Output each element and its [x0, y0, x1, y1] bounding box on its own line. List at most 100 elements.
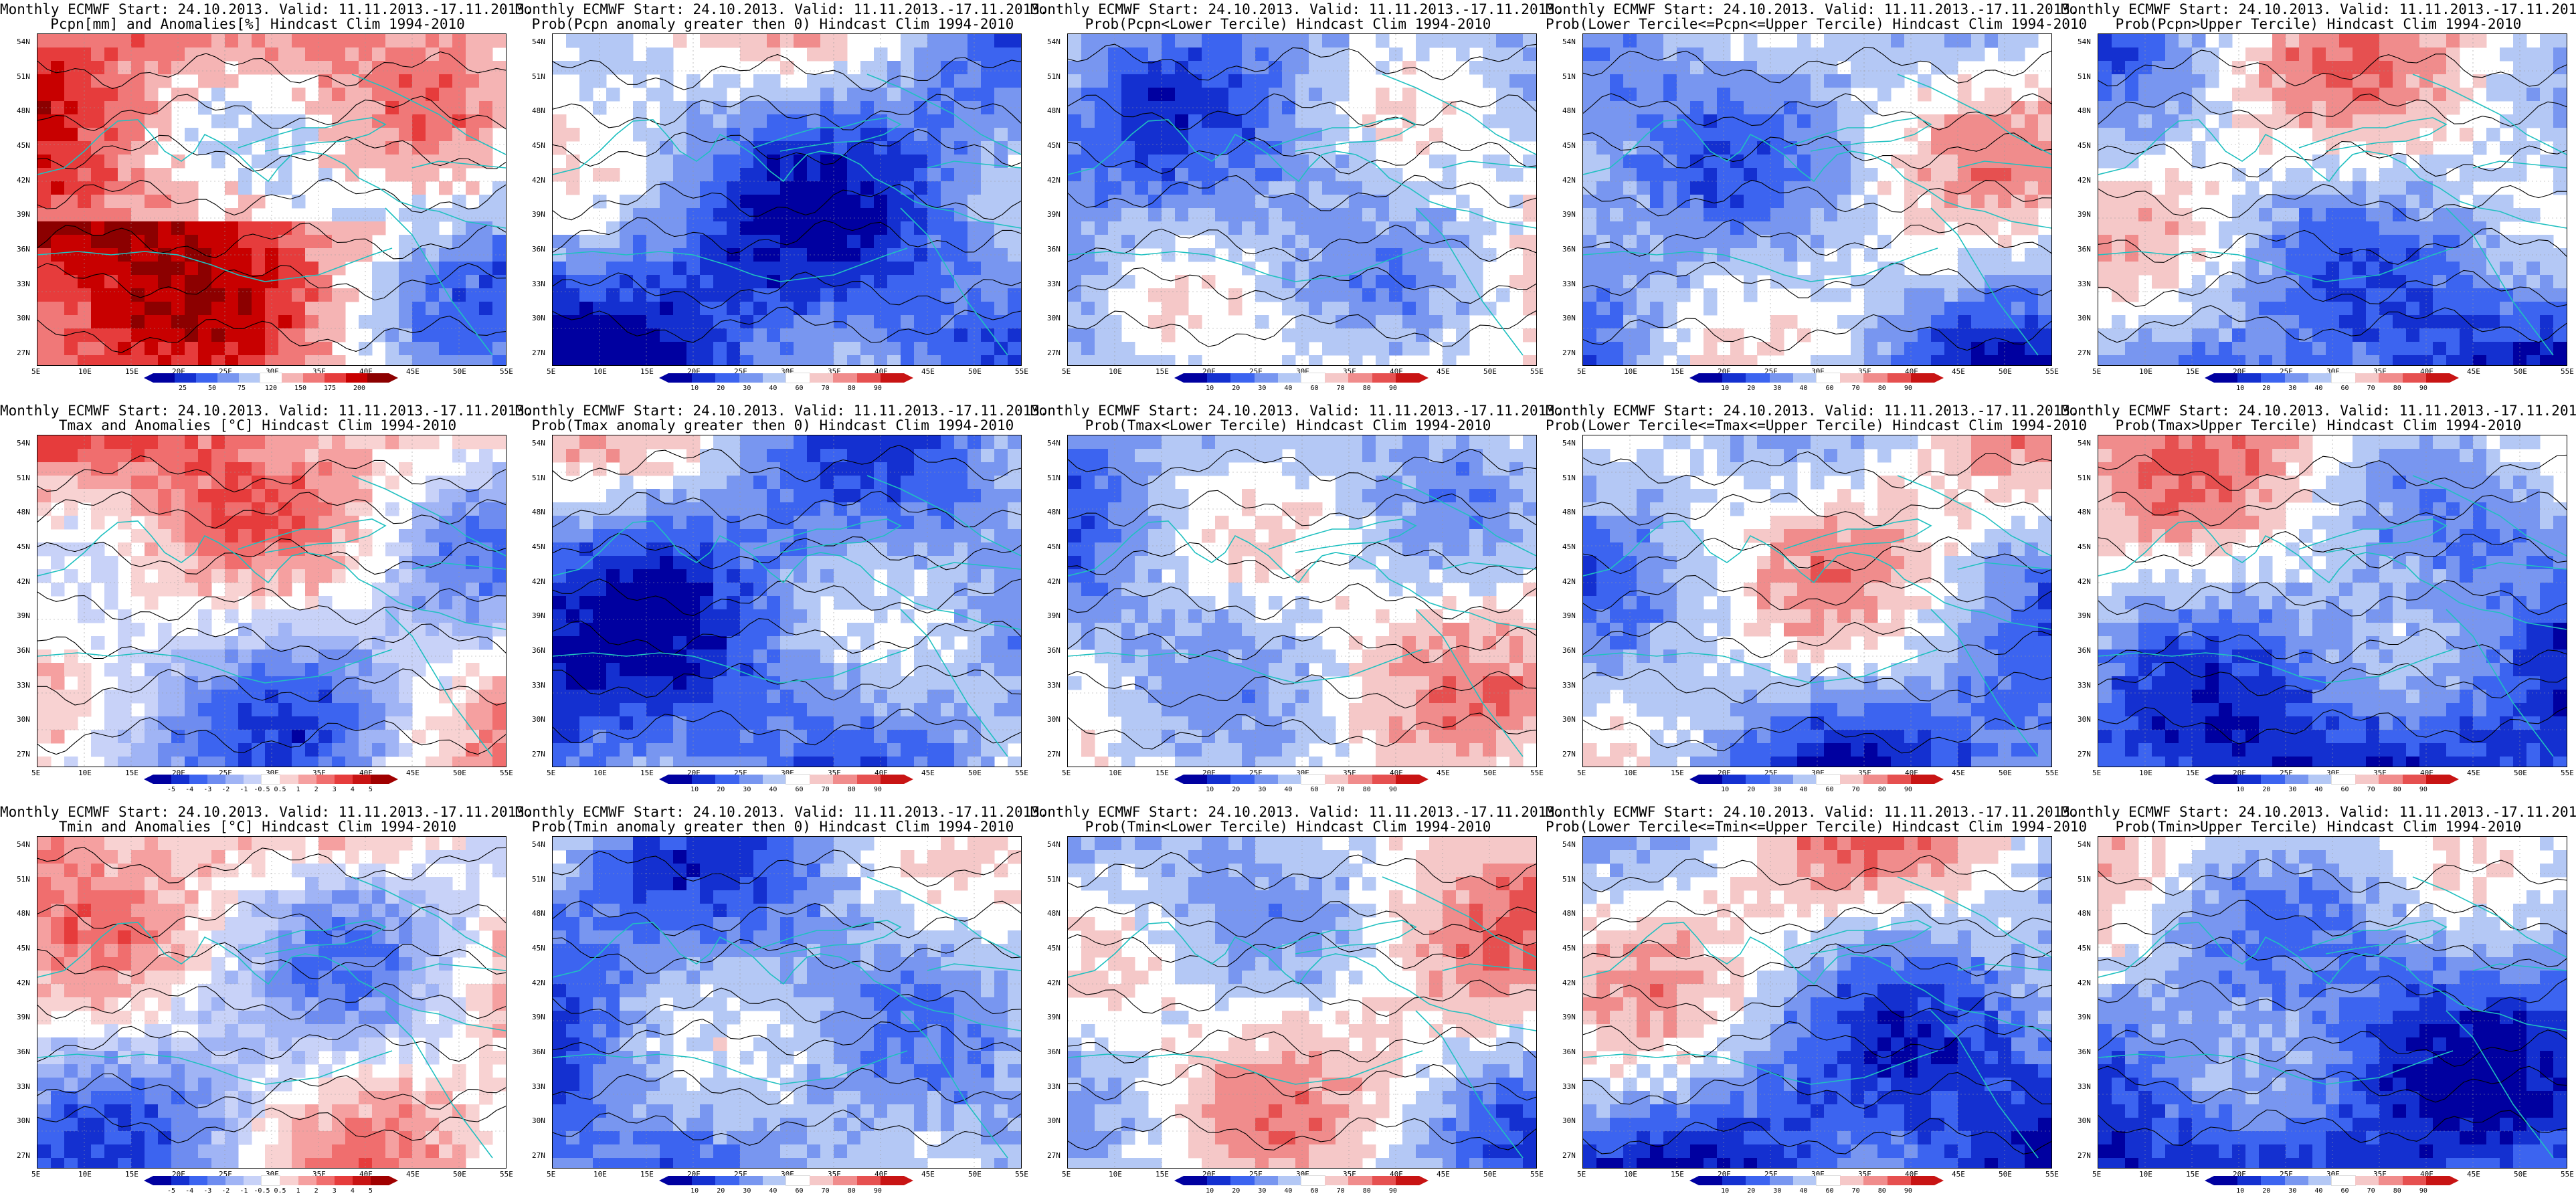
lon-label: 10E — [593, 367, 607, 376]
field-cell — [2379, 74, 2393, 88]
lat-label: 42N — [2078, 175, 2091, 185]
field-cell — [2219, 101, 2233, 115]
field-cell — [2393, 114, 2407, 128]
field-cell — [305, 609, 319, 623]
field-cell — [305, 302, 319, 316]
field-cell — [2379, 235, 2393, 249]
field-cell — [305, 34, 319, 48]
field-cell — [252, 275, 266, 289]
field-cell — [91, 288, 105, 302]
field-cell — [1509, 235, 1524, 249]
field-cell — [2446, 61, 2460, 75]
field-cell — [713, 74, 727, 88]
field-cell — [238, 716, 252, 730]
field-cell — [2312, 128, 2326, 142]
field-cell — [1282, 47, 1296, 62]
field-cell — [131, 716, 145, 730]
field-cell — [2486, 74, 2500, 88]
field-cell — [660, 155, 674, 169]
colorbar-tick-label: 40 — [2314, 385, 2323, 392]
colorbar-tick-label: 10 — [1206, 385, 1214, 392]
field-cell — [1362, 288, 1376, 302]
field-cell — [238, 61, 252, 75]
field-cell — [131, 262, 145, 276]
field-cell — [2245, 302, 2260, 316]
field-cell — [914, 74, 928, 88]
colorbar-arrow-left — [144, 373, 153, 383]
field-cell — [2460, 88, 2474, 102]
field-cell — [1891, 47, 1905, 62]
colorbar-arrow-left — [144, 775, 153, 784]
field-cell — [1188, 128, 1202, 142]
field-cell — [1148, 315, 1162, 329]
field-cell — [318, 516, 333, 530]
field-cell — [2125, 235, 2139, 249]
field-cell — [225, 355, 239, 365]
field-cell — [1757, 221, 1771, 235]
field-cell — [834, 47, 848, 62]
field-cell — [466, 757, 480, 767]
field-cell — [1690, 61, 1704, 75]
field-cell — [2460, 355, 2474, 365]
field-cell — [1958, 302, 1972, 316]
field-cell — [118, 74, 132, 88]
field-cell — [566, 275, 580, 289]
field-cell — [2540, 88, 2554, 102]
field-cell — [981, 168, 995, 182]
field-cell — [2232, 315, 2246, 329]
field-cell — [1677, 288, 1691, 302]
field-cell — [1757, 208, 1771, 222]
field-cell — [1429, 235, 1443, 249]
field-cell — [1610, 114, 1624, 128]
field-cell — [1637, 195, 1651, 209]
field-cell — [753, 342, 767, 356]
field-cell — [479, 248, 493, 262]
field-cell — [1362, 141, 1376, 155]
field-cell — [1175, 288, 1189, 302]
field-cell — [727, 315, 741, 329]
field-cell — [278, 462, 292, 476]
field-cell — [673, 476, 687, 490]
field-cell — [860, 502, 875, 516]
field-cell — [118, 235, 132, 249]
field-cell — [1596, 74, 1611, 88]
field-cell — [1837, 221, 1851, 235]
lat-label: 39N — [532, 210, 545, 219]
field-cell — [1797, 88, 1811, 102]
field-cell — [2500, 47, 2514, 62]
field-cell — [492, 583, 506, 597]
field-cell — [292, 88, 306, 102]
field-cell — [492, 569, 506, 583]
field-cell — [198, 462, 212, 476]
field-cell — [2500, 315, 2514, 329]
field-cell — [145, 181, 159, 195]
field-cell — [292, 489, 306, 503]
field-cell — [1663, 342, 1677, 356]
field-cell — [686, 435, 701, 449]
field-cell — [820, 435, 834, 449]
field-cell — [359, 235, 373, 249]
field-cell — [1108, 262, 1122, 276]
field-cell — [185, 342, 199, 356]
field-cell — [1309, 114, 1323, 128]
field-cell — [1349, 302, 1363, 316]
field-cell — [1877, 275, 1892, 289]
field-cell — [479, 449, 493, 463]
field-cell — [1148, 355, 1162, 365]
field-cell — [1583, 208, 1597, 222]
field-cell — [479, 730, 493, 744]
field-cell — [359, 663, 373, 677]
field-cell — [2406, 302, 2420, 316]
field-cell — [479, 596, 493, 610]
field-cell — [37, 208, 52, 222]
field-cell — [874, 114, 888, 128]
field-cell — [1188, 88, 1202, 102]
field-cell — [2526, 88, 2541, 102]
field-cell — [968, 195, 982, 209]
field-cell — [1228, 114, 1243, 128]
field-cell — [1704, 141, 1718, 155]
field-cell — [479, 275, 493, 289]
field-cell — [158, 542, 172, 557]
field-cell — [292, 302, 306, 316]
field-cell — [1322, 128, 1336, 142]
